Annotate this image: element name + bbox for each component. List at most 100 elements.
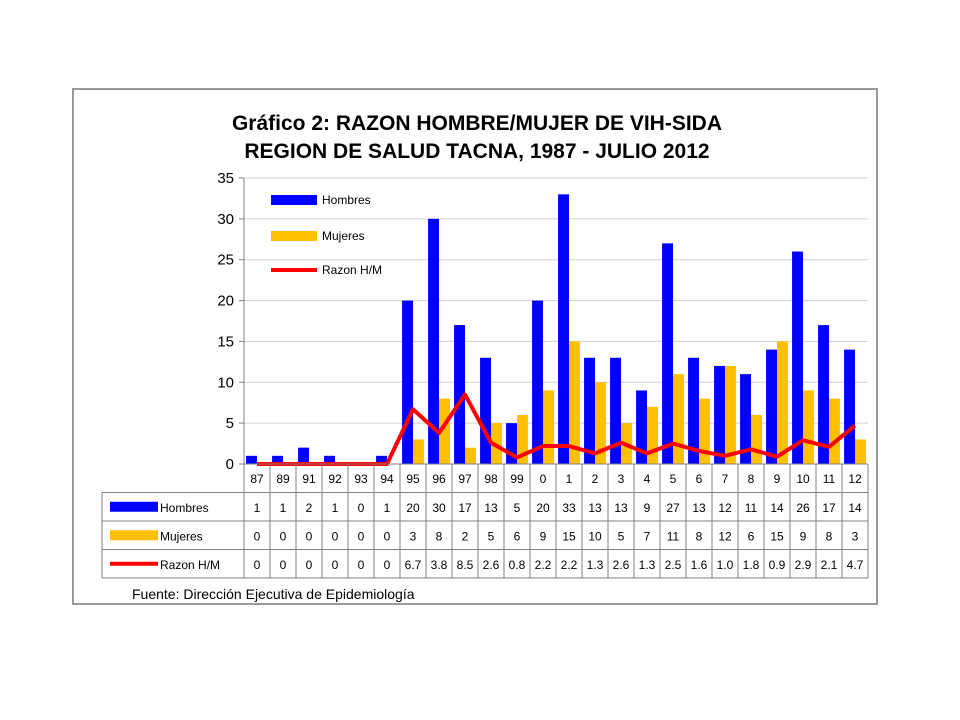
data-label: 0	[332, 558, 339, 572]
x-tick-label: 1	[566, 472, 573, 486]
data-label: 1.6	[691, 558, 708, 572]
y-tick-label: 25	[217, 252, 234, 269]
bar-hombres	[584, 357, 595, 464]
y-tick-label: 5	[226, 415, 234, 432]
bar-hombres	[792, 251, 803, 464]
data-label: 4.7	[847, 558, 864, 572]
data-label: 6.7	[405, 558, 422, 572]
data-label: 6	[514, 529, 521, 543]
data-label: 0	[254, 529, 261, 543]
bar-mujeres	[751, 414, 762, 464]
data-label: 2.9	[795, 558, 812, 572]
data-label: 0	[280, 558, 287, 572]
table-legend-swatch	[110, 501, 158, 512]
x-tick-label: 3	[618, 472, 625, 486]
legend-swatch	[271, 195, 317, 205]
data-label: 9	[644, 501, 651, 515]
x-tick-label: 9	[774, 472, 781, 486]
bar-hombres	[454, 325, 465, 464]
data-label: 2	[462, 529, 469, 543]
bar-hombres	[298, 447, 309, 464]
chart-title: Gráfico 2: RAZON HOMBRE/MUJER DE VIH-SID…	[231, 112, 723, 135]
data-label: 8.5	[457, 558, 474, 572]
bar-hombres	[818, 325, 829, 464]
data-label: 14	[848, 501, 862, 515]
bar-hombres	[610, 357, 621, 464]
x-tick-label: 5	[670, 472, 677, 486]
bar-mujeres	[803, 390, 814, 464]
bar-hombres	[480, 357, 491, 464]
bar-mujeres	[413, 439, 424, 464]
bar-mujeres	[569, 341, 580, 464]
data-label: 0.9	[769, 558, 786, 572]
bar-hombres	[324, 455, 335, 464]
y-tick-label: 0	[226, 456, 234, 473]
data-label: 27	[666, 501, 680, 515]
data-label: 2	[306, 501, 313, 515]
x-tick-label: 99	[510, 472, 524, 486]
chart-slide: Gráfico 2: RAZON HOMBRE/MUJER DE VIH-SID…	[72, 88, 878, 605]
data-label: 1.8	[743, 558, 760, 572]
x-tick-label: 12	[848, 472, 862, 486]
bar-hombres	[532, 300, 543, 464]
data-label: 8	[436, 529, 443, 543]
data-label: 9	[540, 529, 547, 543]
data-label: 0.8	[509, 558, 526, 572]
x-tick-label: 2	[592, 472, 599, 486]
y-tick-label: 35	[217, 170, 234, 187]
bar-mujeres	[439, 398, 450, 464]
data-label: 1	[280, 501, 287, 515]
data-label: 0	[384, 558, 391, 572]
data-label: 1.3	[587, 558, 604, 572]
table-row-header: Hombres	[160, 501, 209, 515]
data-label: 15	[562, 529, 576, 543]
data-label: 13	[692, 501, 706, 515]
data-label: 20	[536, 501, 550, 515]
chart-subtitle: REGION DE SALUD TACNA, 1987 - JULIO 2012	[244, 140, 710, 163]
data-label: 0	[358, 501, 365, 515]
data-label: 0	[332, 529, 339, 543]
data-label: 2.6	[483, 558, 500, 572]
data-label: 8	[826, 529, 833, 543]
bar-mujeres	[595, 382, 606, 464]
data-label: 1	[384, 501, 391, 515]
data-label: 5	[514, 501, 521, 515]
bar-mujeres	[829, 398, 840, 464]
data-label: 0	[358, 529, 365, 543]
bar-mujeres	[517, 414, 528, 464]
data-label: 20	[406, 501, 420, 515]
data-label: 6	[748, 529, 755, 543]
legend-swatch	[271, 231, 317, 241]
x-tick-label: 98	[484, 472, 498, 486]
bar-hombres	[506, 423, 517, 464]
data-label: 1	[332, 501, 339, 515]
data-label: 11	[745, 501, 758, 515]
bar-mujeres	[543, 390, 554, 464]
data-label: 0	[306, 529, 313, 543]
bar-hombres	[844, 349, 855, 464]
data-label: 12	[718, 529, 732, 543]
data-label: 3.8	[431, 558, 448, 572]
data-label: 5	[618, 529, 625, 543]
bar-hombres	[740, 374, 751, 464]
data-label: 7	[644, 529, 651, 543]
x-tick-label: 7	[722, 472, 729, 486]
x-tick-label: 89	[276, 472, 290, 486]
bar-mujeres	[647, 406, 658, 464]
x-tick-label: 11	[823, 472, 836, 486]
data-label: 2.5	[665, 558, 682, 572]
x-tick-label: 0	[540, 472, 547, 486]
data-label: 0	[384, 529, 391, 543]
table-legend-swatch	[110, 530, 158, 541]
data-label: 12	[718, 501, 732, 515]
legend-label: Hombres	[322, 193, 371, 207]
y-tick-label: 10	[217, 374, 234, 391]
data-label: 15	[770, 529, 784, 543]
y-tick-label: 15	[217, 333, 234, 350]
data-label: 8	[696, 529, 703, 543]
data-label: 0	[254, 558, 261, 572]
bar-hombres	[246, 455, 257, 464]
data-label: 13	[588, 501, 602, 515]
legend-label: Mujeres	[322, 229, 365, 243]
